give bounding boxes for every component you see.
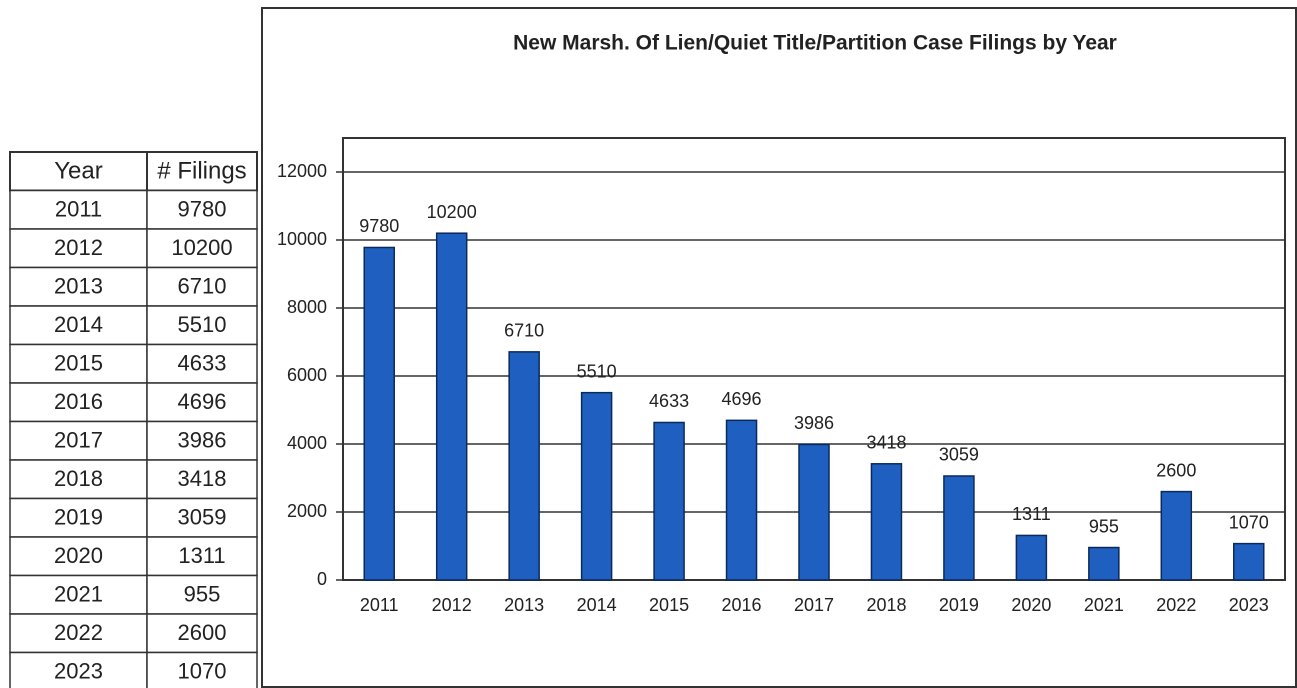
chart-title: New Marsh. Of Lien/Quiet Title/Partition… (513, 32, 1117, 55)
table-cell (9, 536, 148, 577)
table-header: # Filings (157, 158, 246, 185)
table-cell-text: 2022 (54, 620, 103, 645)
table-cell-text: 2011 (55, 197, 102, 222)
bar (798, 443, 830, 581)
x-tick-label: 2014 (577, 595, 617, 615)
data-label: 10200 (427, 202, 477, 222)
table-cell-text: 6710 (178, 274, 227, 299)
table-cell (9, 459, 148, 500)
table-cell (9, 382, 148, 423)
data-label: 3986 (794, 413, 834, 433)
table-cell-text: 2021 (54, 582, 103, 607)
table-cell (146, 459, 258, 500)
table-cell-text: 2018 (54, 466, 103, 491)
table-cell-text: 10200 (171, 235, 232, 260)
table-cell-text: 2019 (54, 505, 103, 530)
table-cell-text: 2017 (54, 428, 103, 453)
table-cell (146, 651, 258, 688)
table-cell-text: 9780 (178, 197, 227, 222)
bar (870, 463, 903, 581)
table-cell-text: 2013 (54, 274, 103, 299)
table-cell (9, 266, 148, 307)
table-cell (146, 613, 258, 654)
bar (1160, 490, 1193, 581)
data-label: 9780 (359, 216, 399, 236)
table-cell-text: 1070 (178, 659, 227, 684)
bar (508, 351, 540, 581)
bar (435, 232, 468, 581)
x-tick-label: 2021 (1084, 595, 1124, 615)
table-cell-text: 4633 (178, 351, 227, 376)
bar (725, 419, 758, 581)
data-label: 6710 (504, 321, 544, 341)
table-cell-text: 5510 (178, 312, 227, 337)
table-cell (146, 536, 258, 577)
x-tick-label: 2023 (1229, 595, 1269, 615)
table-cell-text: 4696 (178, 389, 227, 414)
data-label: 4633 (649, 391, 689, 411)
table-cell-text: 955 (184, 582, 221, 607)
table-cell (146, 497, 258, 538)
x-tick-label: 2017 (794, 595, 834, 615)
table-cell-text: 2012 (54, 235, 103, 260)
table-cell (9, 305, 148, 346)
table-cell (9, 343, 148, 384)
x-tick-label: 2022 (1156, 595, 1196, 615)
table-header: Year (54, 158, 103, 185)
data-label: 3059 (939, 445, 979, 465)
table-cell (9, 497, 148, 538)
data-label: 955 (1089, 516, 1119, 536)
table-cell (146, 305, 258, 346)
table-cell (9, 228, 148, 269)
x-tick-label: 2016 (722, 595, 762, 615)
data-label: 5510 (577, 361, 617, 381)
y-tick-label: 12000 (277, 161, 327, 181)
y-tick-label: 8000 (287, 297, 327, 317)
bar (653, 421, 685, 581)
data-label: 1311 (1012, 504, 1051, 524)
table-cell-text: 2014 (54, 312, 103, 337)
bar (580, 391, 613, 581)
data-label: 3418 (866, 433, 906, 453)
table-cell-text: 2016 (54, 389, 103, 414)
table-cell-text: 3418 (178, 466, 227, 491)
table-cell-text: 3059 (178, 505, 227, 530)
y-tick-label: 4000 (287, 433, 327, 453)
bar (1015, 534, 1048, 581)
y-tick-label: 2000 (287, 501, 327, 521)
bar (1088, 546, 1120, 581)
x-tick-label: 2018 (866, 595, 906, 615)
bar (363, 246, 395, 581)
table-cell-text: 2600 (178, 620, 227, 645)
x-tick-label: 2020 (1011, 595, 1051, 615)
bar (943, 475, 975, 581)
y-tick-label: 10000 (277, 229, 327, 249)
x-tick-label: 2012 (432, 595, 472, 615)
x-tick-label: 2011 (360, 595, 399, 615)
y-tick-label: 6000 (287, 365, 327, 385)
data-label: 2600 (1156, 460, 1196, 480)
table-cell-text: 2020 (54, 543, 103, 568)
data-label: 1070 (1229, 512, 1269, 532)
data-label: 4696 (722, 389, 762, 409)
table-cell (9, 651, 148, 688)
table-cell-text: 1311 (178, 543, 225, 568)
x-tick-label: 2019 (939, 595, 979, 615)
table-cell (9, 420, 148, 461)
table-cell-text: 3986 (178, 428, 227, 453)
table-cell-text: 2023 (54, 659, 103, 684)
x-tick-label: 2013 (504, 595, 544, 615)
table-cell-text: 2015 (54, 351, 103, 376)
table-cell (146, 420, 258, 461)
y-tick-label: 0 (317, 569, 327, 589)
table-header-cell (9, 151, 148, 192)
bar (1233, 542, 1265, 581)
x-tick-label: 2015 (649, 595, 689, 615)
